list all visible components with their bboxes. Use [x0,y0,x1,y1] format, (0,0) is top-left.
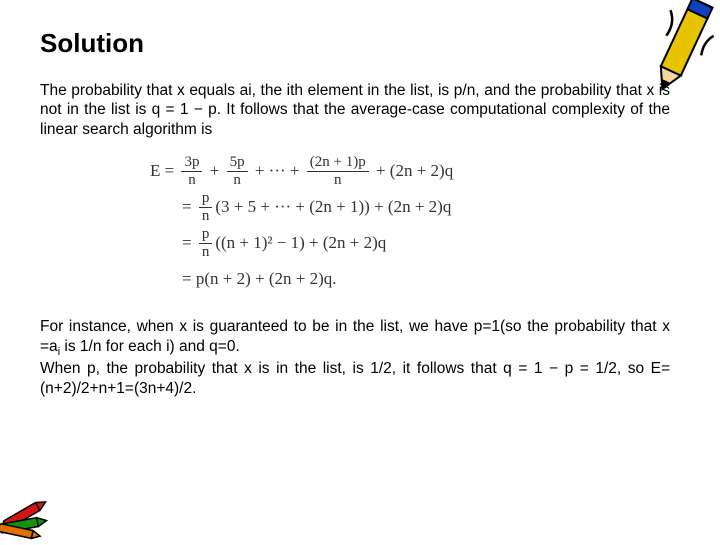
equation-line-2: = pn (3 + 5 + ··· + (2n + 1)) + (2n + 2)… [150,189,670,225]
pencil-icon [640,0,720,110]
paragraph-intro: The probability that x equals ai, the it… [40,81,670,139]
slide-heading: Solution [40,28,670,59]
equation-line-1: E = 3pn + 5pn + ··· + (2n + 1)pn + (2n +… [150,153,670,189]
crayons-icon [0,485,65,545]
equation-line-3: = pn ((n + 1)² − 1) + (2n + 2)q [150,225,670,261]
eq-lhs: E = [150,153,174,190]
paragraph-example: For instance, when x is guaranteed to be… [40,317,670,398]
equation-line-4: = p(n + 2) + (2n + 2)q. [150,261,670,297]
equation-block: E = 3pn + 5pn + ··· + (2n + 1)pn + (2n +… [150,153,670,297]
